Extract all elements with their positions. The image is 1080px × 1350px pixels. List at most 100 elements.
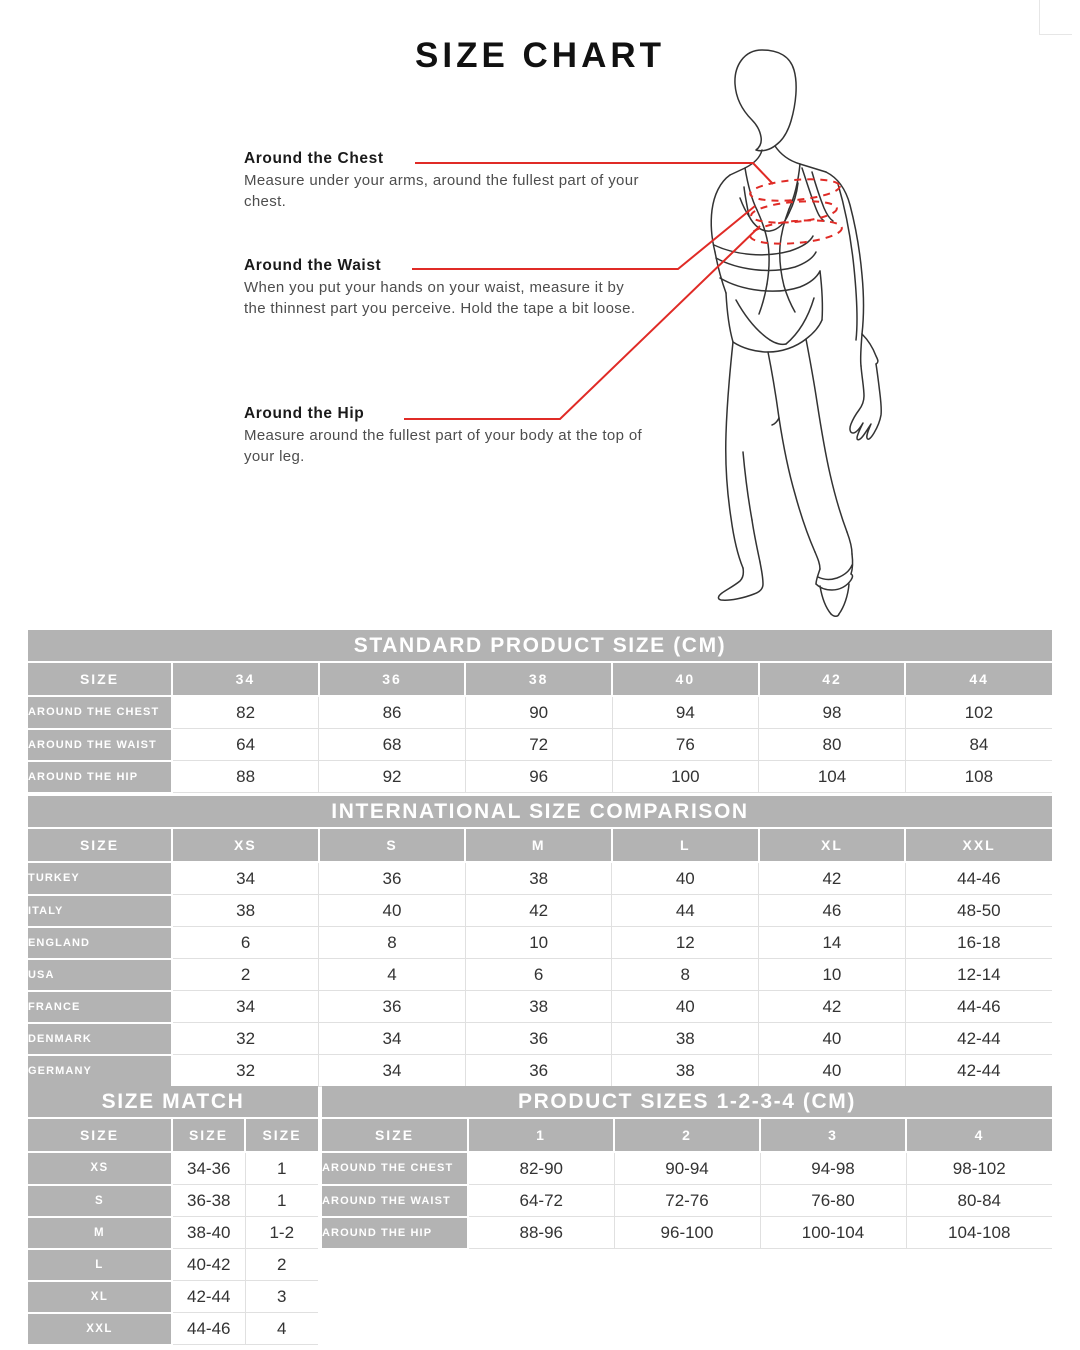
table-standard-product-size: STANDARD PRODUCT SIZE (CM) SIZE 34 36 38…: [28, 630, 1052, 794]
cell: 38: [465, 990, 613, 1023]
cell: 42-44: [905, 1054, 1052, 1087]
cell: 96: [465, 760, 613, 793]
cell: 8: [611, 958, 760, 991]
row-header-xs: XS: [28, 1152, 173, 1186]
column-header-3: 3: [760, 1118, 907, 1153]
cell: 40: [758, 1054, 906, 1087]
cell: 88-96: [468, 1216, 615, 1249]
table-header-row: SIZE XS S M L XL XXL: [28, 828, 1052, 863]
table-row: FRANCE 34 36 38 40 42 44-46: [28, 990, 1052, 1024]
column-header-l: L: [611, 828, 760, 863]
cell: 68: [318, 728, 466, 761]
table-row: S 36-38 1: [28, 1184, 318, 1218]
cell: 36: [318, 990, 466, 1023]
row-header-s: S: [28, 1184, 173, 1218]
cell: 40-42: [172, 1248, 246, 1281]
mannequin-outline: [710, 49, 882, 617]
table-row: L 40-42 2: [28, 1248, 318, 1282]
waist-ring: [750, 200, 838, 224]
column-header-34: 34: [172, 662, 320, 697]
column-header-size-2: SIZE: [172, 1118, 246, 1153]
cell: 4: [245, 1312, 318, 1345]
row-header-hip: AROUND THE HIP: [322, 1216, 469, 1250]
cell: 104: [758, 760, 906, 793]
cell: 72: [465, 728, 613, 761]
measurement-description-hip: Measure around the fullest part of your …: [244, 427, 643, 466]
cell: 16-18: [905, 926, 1052, 959]
cell: 32: [172, 1054, 320, 1087]
row-header-usa: USA: [28, 958, 174, 992]
cell: 40: [318, 894, 466, 927]
cell: 38: [611, 1022, 760, 1055]
cell: 34: [172, 862, 320, 895]
row-header-hip: AROUND THE HIP: [28, 760, 174, 794]
table-row: AROUND THE WAIST 64 68 72 76 80 84: [28, 728, 1052, 762]
cell: 36: [465, 1054, 613, 1087]
cell: 44-46: [905, 862, 1052, 895]
table-size-match: SIZE MATCH SIZE SIZE SIZE XS 34-36 1 S 36-38…: [28, 1086, 318, 1346]
table-row: AROUND THE HIP 88 92 96 100 104 108: [28, 760, 1052, 794]
cell: 44-46: [172, 1312, 246, 1345]
table-caption: PRODUCT SIZES 1-2-3-4 (CM): [322, 1086, 1052, 1119]
measurement-block-hip: Around the Hip Measure around the fulles…: [244, 405, 644, 468]
corner-crop-mark: [1039, 0, 1072, 35]
cell: 8: [318, 926, 466, 959]
column-header-38: 38: [465, 662, 614, 697]
table-row: ITALY 38 40 42 44 46 48-50: [28, 894, 1052, 928]
cell: 2: [172, 958, 320, 991]
cell: 42-44: [905, 1022, 1052, 1055]
column-header-44: 44: [905, 662, 1052, 697]
row-header-xl: XL: [28, 1280, 173, 1314]
cell: 86: [318, 696, 466, 729]
cell: 1: [245, 1152, 318, 1185]
column-header-size-1: SIZE: [28, 1118, 173, 1153]
cell: 108: [905, 760, 1052, 793]
leader-line-hip: [404, 225, 761, 420]
row-header-xxl: XXL: [28, 1312, 173, 1346]
table-international-size-comparison: INTERNATIONAL SIZE COMPARISON SIZE XS S …: [28, 796, 1052, 1088]
row-header-denmark: DENMARK: [28, 1022, 174, 1056]
measure-rings: [749, 178, 843, 245]
cell: 10: [465, 926, 613, 959]
table-row: XL 42-44 3: [28, 1280, 318, 1314]
row-header-turkey: TURKEY: [28, 862, 174, 896]
cell: 34-36: [172, 1152, 246, 1185]
cell: 76-80: [760, 1184, 907, 1217]
cell: 6: [465, 958, 613, 991]
cell: 46: [758, 894, 906, 927]
column-header-xl: XL: [758, 828, 907, 863]
table-header-row: SIZE 1 2 3 4: [322, 1118, 1052, 1153]
cell: 82: [172, 696, 320, 729]
measurement-description-chest: Measure under your arms, around the full…: [244, 172, 639, 211]
cell: 42: [758, 990, 906, 1023]
row-header-chest: AROUND THE CHEST: [322, 1152, 469, 1186]
cell: 1-2: [245, 1216, 318, 1249]
cell: 100-104: [760, 1216, 907, 1249]
table-header-row: SIZE SIZE SIZE: [28, 1118, 318, 1153]
column-header-1: 1: [468, 1118, 615, 1153]
cell: 38: [611, 1054, 760, 1087]
measurement-block-waist: Around the Waist When you put your hands…: [244, 257, 644, 320]
table-header-row: SIZE 34 36 38 40 42 44: [28, 662, 1052, 697]
cell: 90-94: [614, 1152, 761, 1185]
column-header-2: 2: [614, 1118, 761, 1153]
cell: 80: [758, 728, 906, 761]
cell: 64-72: [468, 1184, 615, 1217]
table-row: AROUND THE CHEST 82-90 90-94 94-98 98-10…: [322, 1152, 1052, 1186]
measurement-description-waist: When you put your hands on your waist, m…: [244, 279, 636, 318]
table-row: TURKEY 34 36 38 40 42 44-46: [28, 862, 1052, 896]
table-caption: SIZE MATCH: [28, 1086, 318, 1119]
cell: 40: [611, 862, 760, 895]
row-header-italy: ITALY: [28, 894, 174, 928]
cell: 88: [172, 760, 320, 793]
measurement-heading-hip: Around the Hip: [244, 405, 365, 422]
row-header-france: FRANCE: [28, 990, 174, 1024]
cell: 102: [905, 696, 1052, 729]
column-header-s: S: [318, 828, 467, 863]
hip-ring: [749, 219, 843, 245]
cell: 38: [172, 894, 320, 927]
cell: 36: [318, 862, 466, 895]
cell: 94-98: [760, 1152, 907, 1185]
column-header-size: SIZE: [28, 828, 174, 863]
table-row: GERMANY 32 34 36 38 40 42-44: [28, 1054, 1052, 1088]
